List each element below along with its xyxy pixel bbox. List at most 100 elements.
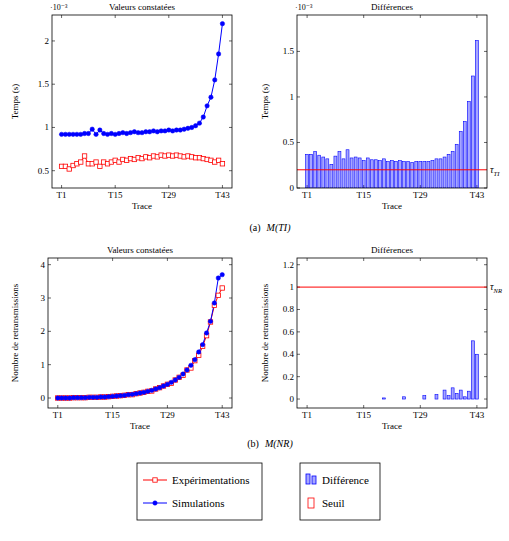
bar [423, 396, 426, 399]
y-tick [297, 376, 300, 377]
legend-label: Expérimentations [172, 474, 250, 486]
point [216, 293, 220, 297]
point [200, 342, 204, 346]
y-tick [48, 331, 51, 332]
x-tick-label: T1 [57, 190, 67, 200]
y-tick [297, 331, 300, 332]
point [220, 162, 224, 166]
y-tick [229, 331, 232, 332]
bar [419, 399, 422, 400]
bar [382, 159, 385, 188]
point [82, 154, 86, 158]
bar [415, 399, 418, 400]
point [94, 160, 98, 164]
y-tick [484, 96, 487, 97]
legend: Expérimentations Simulations [137, 463, 262, 520]
y-tick [484, 399, 487, 400]
point [98, 164, 102, 168]
point [193, 124, 197, 128]
y-tick [297, 264, 300, 265]
point [185, 368, 189, 372]
bar [330, 164, 333, 188]
bar [407, 162, 410, 188]
bar [370, 399, 373, 400]
x-tick-label: T29 [162, 190, 177, 200]
bar [459, 132, 462, 188]
point [220, 21, 224, 25]
legend-label: Simulations [172, 497, 225, 509]
y-tick [52, 170, 55, 171]
caption-label: (b) [247, 438, 259, 450]
point [134, 391, 138, 395]
y-tick [52, 40, 55, 41]
bar [403, 397, 406, 399]
x-tick-label: T43 [470, 410, 485, 420]
point [185, 368, 189, 372]
y-tick-label: 0.5 [38, 166, 50, 176]
x-tick [420, 15, 421, 18]
caption-label: (a) [250, 222, 261, 234]
x-tick-label: T15 [356, 190, 371, 200]
x-tick [307, 405, 308, 408]
y-tick [52, 84, 55, 85]
point [197, 350, 201, 354]
point [212, 301, 216, 305]
legend-threshold [308, 498, 314, 508]
y-tick [297, 142, 300, 143]
y-tick [229, 170, 232, 171]
bar [463, 397, 466, 399]
bar [475, 40, 478, 188]
bar [447, 396, 450, 399]
bar [455, 144, 458, 188]
point [197, 121, 201, 125]
bar [471, 76, 474, 188]
y-tick-label: 0.5 [283, 137, 295, 147]
x-tick-label: T29 [413, 410, 428, 420]
threshold-label: τNR [490, 281, 502, 294]
bar [362, 399, 365, 400]
point [208, 319, 212, 323]
point [201, 115, 205, 119]
y-tick-label: 0.6 [283, 327, 295, 337]
point [86, 131, 90, 135]
caption: (b) M(NR) [247, 438, 293, 450]
bar [374, 160, 377, 188]
point [94, 132, 98, 136]
chart-title: Valeurs constatées [109, 2, 176, 12]
y-tick-label: 1 [290, 282, 295, 292]
legend-marker [153, 478, 157, 482]
y-tick [48, 264, 51, 265]
y-tick-label: 1.2 [283, 260, 294, 270]
bar [451, 388, 454, 399]
y-tick [48, 398, 51, 399]
legend-marker [153, 501, 157, 505]
x-tick [476, 258, 477, 261]
bar [435, 395, 438, 399]
bar [467, 391, 470, 399]
caption-text: M(NR) [264, 438, 293, 450]
bar [399, 399, 402, 400]
bar [322, 157, 325, 188]
y-tick-label: 0 [41, 393, 46, 403]
point [189, 363, 193, 367]
point [134, 391, 138, 395]
x-tick [112, 258, 113, 261]
legend-label: Différence [322, 474, 369, 486]
y-axis-label: Temps (s) [10, 84, 20, 120]
bar [447, 154, 450, 188]
bar [334, 399, 337, 400]
x-tick-label: T43 [470, 190, 485, 200]
bar [378, 399, 381, 400]
y-tick-label: 1.5 [38, 79, 50, 89]
point [169, 380, 173, 384]
bar [310, 399, 313, 400]
y-tick [52, 127, 55, 128]
x-tick-label: T1 [302, 410, 312, 420]
point [216, 52, 220, 56]
y-tick [484, 264, 487, 265]
y-tick [484, 142, 487, 143]
bar [443, 157, 446, 188]
y-tick [229, 298, 232, 299]
x-tick [57, 258, 58, 261]
bar [346, 150, 349, 188]
